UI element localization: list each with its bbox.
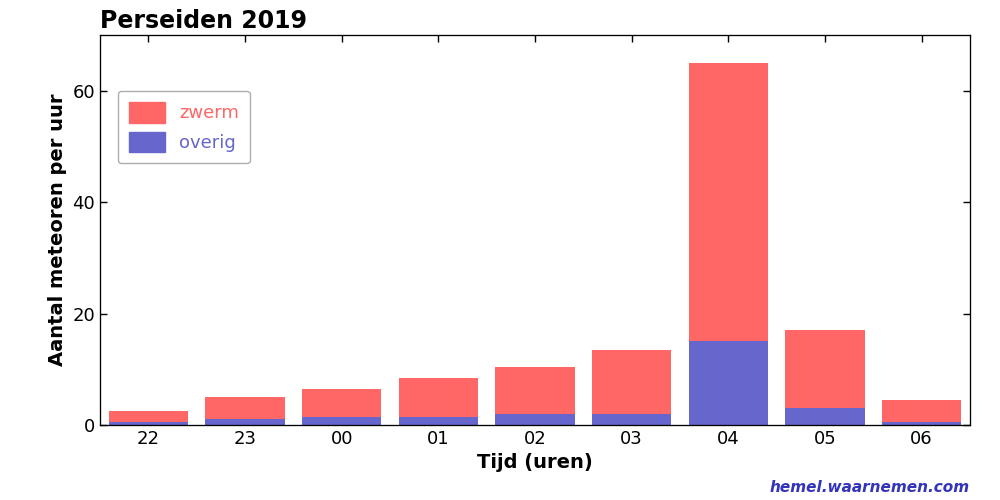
- Bar: [689, 63, 768, 342]
- Text: hemel.waarnemen.com: hemel.waarnemen.com: [770, 480, 970, 495]
- Bar: [205, 420, 285, 425]
- Bar: [592, 350, 671, 414]
- X-axis label: Tijd (uren): Tijd (uren): [477, 454, 593, 472]
- Bar: [689, 342, 768, 425]
- Y-axis label: Aantal meteoren per uur: Aantal meteoren per uur: [48, 94, 67, 366]
- Bar: [109, 411, 188, 422]
- Bar: [399, 378, 478, 416]
- Bar: [785, 330, 865, 408]
- Bar: [592, 414, 671, 425]
- Bar: [205, 397, 285, 419]
- Bar: [495, 366, 575, 414]
- Bar: [882, 400, 961, 422]
- Bar: [302, 389, 381, 416]
- Legend: zwerm, overig: zwerm, overig: [118, 91, 250, 163]
- Bar: [785, 408, 865, 425]
- Bar: [109, 422, 188, 425]
- Bar: [302, 416, 381, 425]
- Bar: [495, 414, 575, 425]
- Bar: [882, 422, 961, 425]
- Text: Perseiden 2019: Perseiden 2019: [100, 9, 307, 33]
- Bar: [399, 416, 478, 425]
